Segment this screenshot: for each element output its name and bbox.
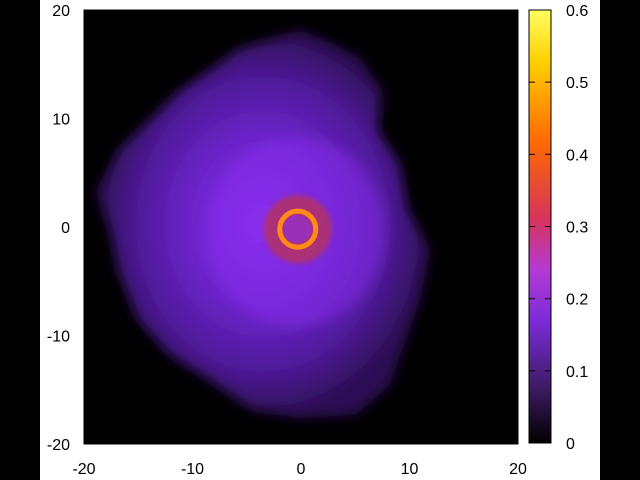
colorbar-ticks: 0.6 0.5 0.4 0.3 0.2 0.1 0 bbox=[529, 3, 588, 453]
plot-area bbox=[83, 9, 519, 445]
colorbar-tick-label: 0.2 bbox=[566, 292, 588, 309]
y-tick-label: 0 bbox=[61, 220, 70, 237]
x-tick-label: -10 bbox=[181, 461, 204, 478]
colorbar-tick-label: 0.3 bbox=[566, 220, 588, 237]
core-center bbox=[283, 215, 311, 243]
x-tick-label: 20 bbox=[509, 461, 527, 478]
y-tick-label: 20 bbox=[52, 3, 70, 20]
y-axis-ticks: 20 10 0 -10 -20 bbox=[47, 3, 518, 454]
y-tick-label: -20 bbox=[47, 437, 70, 454]
colorbar-tick-label: 0 bbox=[566, 436, 575, 453]
colorbar: 0.6 0.5 0.4 0.3 0.2 0.1 0 bbox=[528, 3, 588, 453]
colorbar-tick-label: 0.4 bbox=[566, 147, 588, 164]
x-axis-ticks: -20 -10 0 10 20 bbox=[72, 10, 527, 478]
x-tick-label: -20 bbox=[72, 461, 95, 478]
colorbar-tick-label: 0.6 bbox=[566, 3, 588, 20]
x-tick-label: 10 bbox=[401, 461, 419, 478]
colorbar-tick-label: 0.1 bbox=[566, 364, 588, 381]
x-tick-label: 0 bbox=[297, 461, 306, 478]
y-tick-label: 10 bbox=[52, 112, 70, 129]
bright-ring bbox=[277, 208, 319, 250]
y-tick-label: -10 bbox=[47, 329, 70, 346]
colorbar-tick-label: 0.5 bbox=[566, 75, 588, 92]
